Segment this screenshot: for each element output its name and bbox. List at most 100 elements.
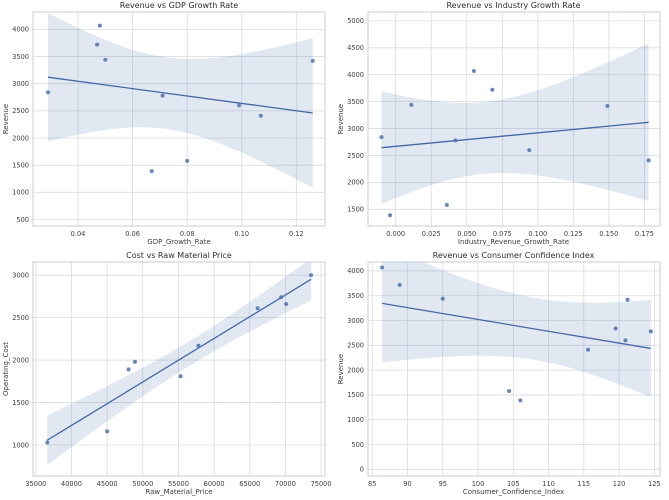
x-tick-label: 85 [368,480,376,488]
confidence-band [381,43,649,204]
x-tick-label: 0.100 [528,230,547,238]
y-tick-label: 0 [359,466,363,474]
x-tick-label: 100 [471,480,484,488]
scatter-point [646,158,651,163]
y-tick-label: 1000 [12,189,29,197]
scatter-point [149,169,154,174]
y-tick-label: 3500 [12,53,29,61]
x-tick-label: 125 [648,480,661,488]
y-tick-label: 500 [351,441,364,449]
scatter-point [648,329,653,334]
scatter-point [622,338,627,343]
plot-frame [32,261,326,477]
x-tick-label: 0.075 [492,230,511,238]
scatter-point [178,374,183,379]
scatter-point [379,265,384,270]
y-axis-label: Revenue [336,103,345,135]
x-tick-label: 0.050 [457,230,476,238]
chart-revenue-vs-industry-growth-rate: 0.000 0.025 0.050 0.075 0.100 0.125 0.150 0.175… [335,0,669,250]
y-tick-label: 2500 [347,342,364,350]
y-tick-label: 4000 [12,26,29,34]
y-tick-label: 2500 [12,107,29,115]
y-tick-label: 1000 [12,441,29,449]
plot-frame [32,11,326,227]
scatter-point [97,23,102,28]
x-tick-label: 105 [506,480,519,488]
y-tick-label: 1000 [347,416,364,424]
x-tick-label: 50000 [132,480,153,488]
x-tick-label: 115 [577,480,590,488]
regression-line [47,76,313,114]
scatter-point [517,398,522,403]
regression-line [46,278,312,441]
scatter-point [279,295,284,300]
scatter-point [132,359,137,364]
y-tick-label: 500 [16,216,29,224]
scatter-point [284,302,289,307]
plot-area-revenue-vs-gdp: 0.04 0.06 0.08 0.10 0.12 500 1000 1500 2000 2500 3… [12,11,326,238]
y-tick-label: 2500 [12,314,29,322]
x-axis-label: Raw_Material_Price [145,488,213,496]
scatter-point [258,113,263,118]
scatter-point [310,58,315,63]
chart-title: Revenue vs Industry Growth Rate [446,1,581,10]
x-tick-label: 55000 [168,480,189,488]
scatter-point [309,273,314,278]
x-tick-label: 110 [542,480,555,488]
y-tick-label: 4000 [347,71,364,79]
scatter-point [105,429,110,434]
plot-area-revenue-vs-industry: 0.000 0.025 0.050 0.075 0.100 0.125 0.150 0.175… [347,11,660,238]
chart-revenue-vs-consumer-confidence-index: 85 90 95 100 105 110 115 120 125 0 500 1000 1500 2000… [335,250,669,500]
scatter-point [387,213,392,218]
x-tick-label: 0.06 [125,230,140,238]
y-axis-label: Revenue [336,353,345,385]
x-tick-label: 0.10 [234,230,249,238]
plot-frame [367,11,660,227]
plot-frame [367,261,660,477]
x-tick-label: 0.04 [71,230,86,238]
x-tick-label: 35000 [25,480,46,488]
x-tick-label: 65000 [239,480,260,488]
scatter-point [613,326,618,331]
scatter-point [506,388,511,393]
scatter-point [440,296,445,301]
y-tick-label: 3500 [347,98,364,106]
y-tick-label: 2000 [12,134,29,142]
y-tick-label: 3000 [347,125,364,133]
y-axis-label: Operating_Cost [2,341,10,397]
y-tick-label: 2000 [12,356,29,364]
scatter-point [471,68,476,73]
regression-line [381,302,651,350]
scatter-point [526,148,531,153]
regression-line [380,121,649,149]
y-tick-label: 3000 [12,271,29,279]
scatter-point [126,367,131,372]
x-tick-label: 0.175 [634,230,653,238]
x-tick-label: 0.125 [563,230,582,238]
chart-title: Revenue vs Consumer Confidence Index [432,251,595,260]
y-axis-label: Revenue [2,103,10,135]
scatter-point [489,87,494,92]
x-axis-label: Consumer_Confidence_Index [462,488,565,496]
scatter-point [444,203,449,208]
x-tick-label: 45000 [97,480,118,488]
y-tick-label: 1500 [347,206,364,214]
scatter-point [408,102,413,107]
chart-cost-vs-raw-material-price: 35000 40000 45000 50000 55000 60000 65000 70000… [0,250,335,500]
y-tick-label: 4000 [347,267,364,275]
x-tick-label: 40000 [61,480,82,488]
scatter-point [452,138,457,143]
scatter-point [185,158,190,163]
y-tick-label: 2000 [347,179,364,187]
scatter-point [255,306,260,311]
plot-area-cost-vs-raw-material: 35000 40000 45000 50000 55000 60000 65000 70000… [12,261,332,488]
y-tick-label: 3000 [12,80,29,88]
chart-title: Revenue vs GDP Growth Rate [119,1,239,10]
scatter-point [625,297,630,302]
y-tick-label: 2500 [347,152,364,160]
x-tick-label: 0.025 [421,230,440,238]
x-axis-label: GDP_Growth_Rate [147,238,211,246]
y-tick-label: 3500 [347,292,364,300]
x-tick-label: 0.150 [599,230,618,238]
